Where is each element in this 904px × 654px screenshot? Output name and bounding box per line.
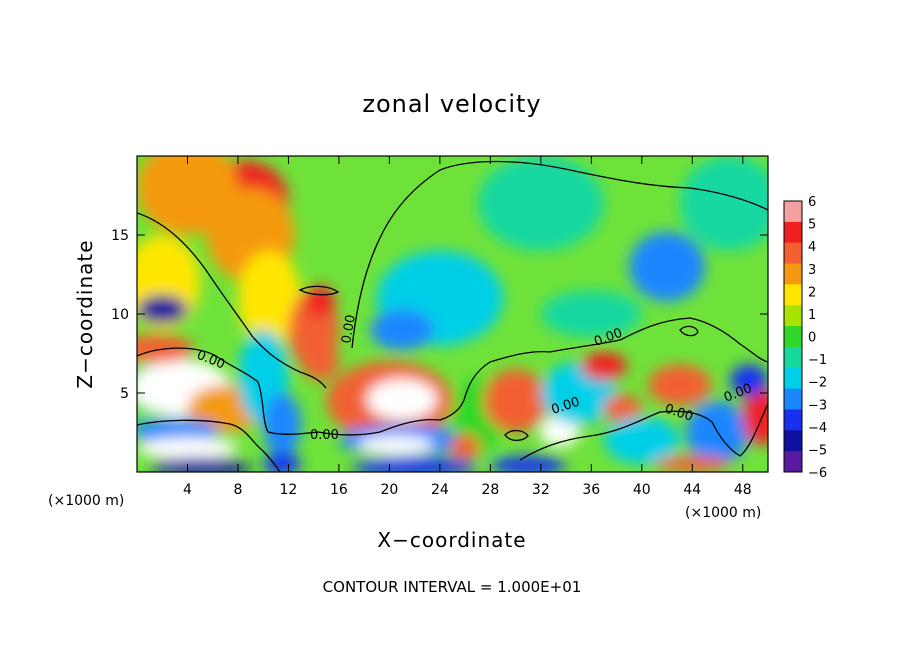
- heatmap-cell: [540, 290, 642, 338]
- y-axis-title: Z−coordinate: [73, 239, 97, 388]
- x-unit-label-right: (×1000 m): [685, 505, 761, 521]
- y-tick-label: 10: [111, 307, 129, 323]
- colorbar-tick-label: 0: [808, 331, 816, 346]
- colorbar-swatch: [784, 242, 802, 265]
- colorbar-swatch: [784, 388, 802, 410]
- y-tick-label: 15: [111, 228, 129, 244]
- contour-line-lower: [137, 419, 281, 472]
- heatmap-cell: [137, 156, 238, 235]
- heatmap-cell: [603, 394, 642, 424]
- colorbar-tick-label: 3: [808, 263, 816, 278]
- colorbar-swatch: [784, 326, 802, 348]
- colorbar-tick-label: 1: [808, 308, 816, 323]
- heatmap-cell: [629, 231, 705, 302]
- x-axis-title: X−coordinate: [377, 528, 526, 552]
- x-tick-label: 20: [380, 482, 398, 498]
- contour-line-right-lower: [519, 403, 768, 461]
- contour-loop-1: [298, 285, 340, 296]
- heatmap-cell: [301, 342, 339, 381]
- contour-line-upper: [137, 212, 327, 389]
- colorbar-swatch: [784, 201, 802, 223]
- colorbar-swatch: [784, 305, 802, 327]
- heatmap-cell: [742, 388, 768, 446]
- y-tick-label: 5: [120, 386, 129, 402]
- x-tick-label: 8: [233, 482, 242, 498]
- heatmap-cell: [477, 156, 604, 251]
- colorbar-tick-label: 6: [808, 195, 816, 210]
- colorbar-swatch: [784, 430, 802, 452]
- heatmap-cell: [263, 453, 302, 472]
- colorbar-tick-label: −6: [808, 466, 827, 481]
- heatmap-cell: [370, 309, 434, 351]
- heatmap-cell: [366, 378, 438, 420]
- x-tick-label: 32: [532, 482, 550, 498]
- colorbar-tick-label: 5: [808, 218, 816, 233]
- colorbar-swatch: [784, 221, 802, 244]
- colorbar-tick-label: 4: [808, 240, 816, 255]
- colorbar-tick-label: −5: [808, 443, 827, 458]
- colorbar-swatch: [784, 263, 802, 285]
- contour-line-upper-right: [351, 160, 768, 349]
- heatmap-cell: [603, 416, 680, 465]
- heatmap-cell: [357, 435, 434, 455]
- contour-loop-2: [679, 325, 699, 337]
- contour-label: 0.00: [310, 428, 339, 443]
- colorbar-swatch: [784, 284, 802, 306]
- y-axis: 5 10 15: [111, 228, 768, 402]
- colorbar-tick-label: −2: [808, 376, 827, 391]
- heatmap-cell: [490, 456, 567, 472]
- heatmap-cell: [237, 250, 302, 346]
- colorbar: 6 5 4 3 2 1 0 −1 −2 −3 −4 −5 −6: [783, 195, 827, 481]
- x-tick-label: 4: [183, 482, 192, 498]
- colorbar-tick-label: −1: [808, 353, 827, 368]
- contour-label: 0.00: [339, 314, 359, 345]
- contour-interval-note: CONTOUR INTERVAL = 1.000E+01: [323, 578, 582, 596]
- x-tick-label: 16: [330, 482, 348, 498]
- heatmap-cell: [484, 369, 548, 433]
- colorbar-swatch: [784, 346, 802, 369]
- heatmap-cell: [137, 418, 220, 444]
- chart-title: zonal velocity: [362, 90, 541, 118]
- x-unit-label-left: (×1000 m): [48, 493, 124, 509]
- contour-line-mid: [137, 317, 768, 436]
- heatmap-cell: [449, 434, 481, 460]
- heatmap-cell: [263, 393, 302, 457]
- heatmap-cell: [351, 457, 478, 472]
- x-tick-label: 40: [633, 482, 651, 498]
- x-tick-label: 36: [582, 482, 600, 498]
- contour-loop-3: [504, 429, 529, 442]
- heatmap-cell: [730, 364, 768, 397]
- colorbar-swatch: [784, 451, 802, 473]
- heatmap-cell: [648, 364, 712, 406]
- heatmap-cell: [137, 437, 238, 460]
- x-axis: 4 8 12 16 20 24 28 32 36 40 44 48: [183, 156, 752, 498]
- colorbar-tick-label: −3: [808, 398, 827, 413]
- plot-area: 0.00 0.00 0.00 0.00 0.00 0.00 0.00 4 8 12 1…: [111, 155, 769, 498]
- x-tick-label: 28: [481, 482, 499, 498]
- heatmap-cell: [149, 457, 251, 472]
- heatmap-cell: [304, 285, 336, 318]
- zero-contours: [137, 160, 768, 472]
- colorbar-tick-label: 2: [808, 285, 816, 300]
- colorbar-swatch: [784, 367, 802, 390]
- x-tick-label: 44: [683, 482, 701, 498]
- x-tick-label: 24: [431, 482, 449, 498]
- colorbar-tick-label: −4: [808, 421, 827, 436]
- heatmap-cell: [581, 351, 627, 381]
- colorbar-frame: [783, 200, 803, 473]
- heatmap-field: [137, 156, 768, 472]
- colorbar-swatch: [784, 409, 802, 431]
- x-tick-label: 12: [280, 482, 298, 498]
- heatmap-cell: [679, 156, 768, 251]
- x-tick-label: 48: [734, 482, 752, 498]
- heatmap-cell: [137, 295, 188, 324]
